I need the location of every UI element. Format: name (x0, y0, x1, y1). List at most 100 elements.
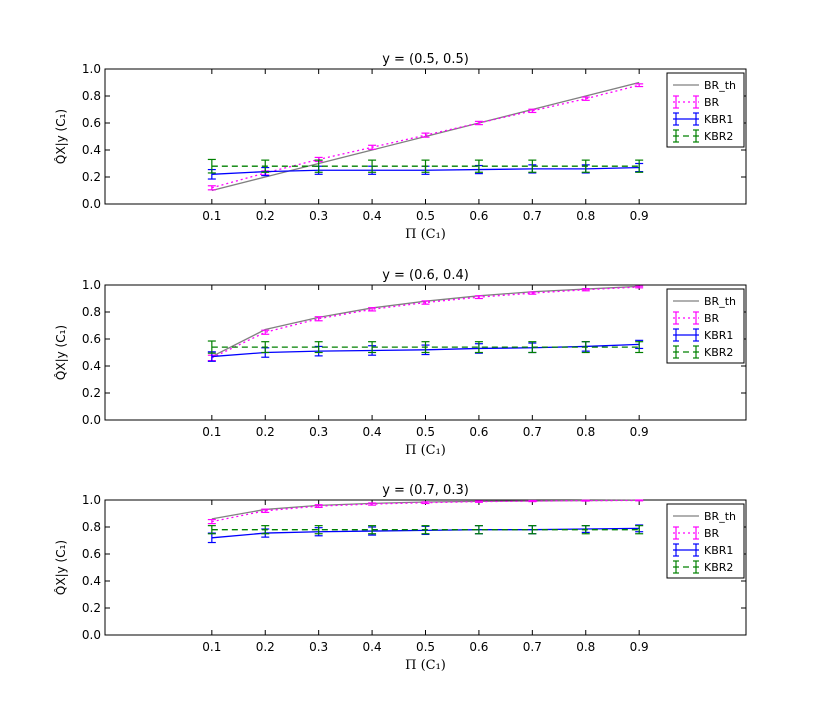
error-bar (207, 340, 216, 354)
x-tick-label: 0.3 (309, 640, 328, 654)
error-bar (635, 499, 644, 502)
chart-panel-2: y = (0.6, 0.4) 0.1 0.2 0.3 0.4 0.5 0.6 0.7 0.8 0.… (54, 268, 747, 458)
x-tick-label: 0.1 (202, 209, 221, 223)
error-bar (421, 525, 430, 535)
legend-entry: BR (673, 95, 720, 109)
y-tick-label: 1.0 (82, 493, 101, 507)
y-tick-label: 0.8 (82, 520, 101, 534)
x-tick-label: 0.9 (630, 640, 649, 654)
legend-label: BR_th (704, 295, 736, 308)
y-tick-label: 0.4 (82, 359, 101, 373)
y-tick-label: 0.2 (82, 601, 101, 615)
series-line (211, 286, 640, 359)
legend-label: BR (704, 96, 720, 109)
error-bar (581, 96, 590, 101)
error-bar (368, 341, 377, 354)
y-tick-label: 0.0 (82, 413, 101, 427)
legend-label: BR (704, 312, 720, 325)
error-bar (207, 525, 216, 535)
x-tick-label: 0.3 (309, 209, 328, 223)
legend-entry: BR_th (673, 295, 736, 308)
x-tick-label: 0.6 (469, 209, 488, 223)
error-bar (368, 159, 377, 173)
y-tick-label: 0.2 (82, 170, 101, 184)
error-bar (368, 307, 377, 312)
y-tick-label: 1.0 (82, 278, 101, 292)
error-bar (474, 341, 483, 354)
x-tick-label: 0.8 (576, 209, 595, 223)
x-tick-label: 0.4 (363, 425, 382, 439)
legend-label: KBR2 (704, 346, 733, 359)
chart-title: y = (0.7, 0.3) (382, 483, 469, 498)
error-bar (421, 132, 430, 138)
error-bar (635, 285, 644, 289)
error-bar (314, 159, 323, 173)
error-bar (207, 185, 216, 191)
error-bar (314, 316, 323, 322)
error-bar (261, 525, 270, 535)
x-tick-label: 0.5 (416, 640, 435, 654)
x-tick-label: 0.4 (363, 209, 382, 223)
error-bar (474, 295, 483, 300)
error-bar (635, 525, 644, 535)
error-bar (528, 341, 537, 354)
y-tick-label: 0.4 (82, 574, 101, 588)
y-tick-label: 0.0 (82, 628, 101, 642)
legend-entry: BR (673, 526, 720, 540)
x-tick-label: 0.7 (523, 640, 542, 654)
error-bar (635, 159, 644, 173)
x-axis-label: Π (C₁) (405, 443, 446, 458)
error-bar (368, 502, 377, 506)
x-axis-label: Π (C₁) (405, 227, 446, 242)
legend-entry: BR_th (673, 79, 736, 92)
error-bar (368, 144, 377, 150)
error-bar (581, 159, 590, 173)
x-tick-label: 0.2 (256, 209, 275, 223)
series-kbr2 (207, 340, 644, 354)
legend-label: KBR1 (704, 544, 733, 557)
legend-label: BR_th (704, 510, 736, 523)
error-bar (421, 341, 430, 354)
error-bar (421, 159, 430, 173)
legend-label: BR (704, 527, 720, 540)
error-bar (581, 499, 590, 502)
y-tick-label: 0.6 (82, 547, 101, 561)
error-bar (528, 159, 537, 173)
legend: BR_th BR KBR1 KBR2 (666, 72, 745, 148)
error-bar (261, 159, 270, 173)
y-tick-label: 0.8 (82, 305, 101, 319)
x-tick-label: 0.4 (363, 640, 382, 654)
x-tick-label: 0.8 (576, 640, 595, 654)
chart-title: y = (0.6, 0.4) (382, 268, 469, 283)
error-bar (474, 525, 483, 535)
error-bar (474, 500, 483, 503)
error-bar (474, 159, 483, 173)
x-tick-label: 0.9 (630, 209, 649, 223)
series-kbr2 (207, 525, 644, 535)
error-bar (528, 499, 537, 503)
x-tick-label: 0.1 (202, 425, 221, 439)
chart-panel-1: y = (0.5, 0.5) 0.1 0.2 0.3 0.4 0.5 0.6 0.7 0.8 0.… (54, 52, 747, 242)
legend-entry: KBR2 (673, 345, 733, 359)
y-tick-label: 0.0 (82, 197, 101, 211)
x-tick-label: 0.2 (256, 425, 275, 439)
y-axis-label: Q̂X|y (C₁) (54, 540, 68, 595)
legend-label: KBR1 (704, 113, 733, 126)
legend-entry: KBR1 (673, 112, 733, 126)
legend-label: KBR2 (704, 561, 733, 574)
error-bar (581, 288, 590, 292)
error-bar (528, 291, 537, 295)
x-axis-label: Π (C₁) (405, 658, 446, 673)
x-tick-label: 0.5 (416, 209, 435, 223)
legend-label: BR_th (704, 79, 736, 92)
x-tick-label: 0.2 (256, 640, 275, 654)
series-br (207, 499, 644, 525)
error-bar (314, 341, 323, 354)
series-br (207, 83, 644, 191)
plot-area (104, 499, 747, 636)
x-tick-label: 0.7 (523, 209, 542, 223)
error-bar (528, 525, 537, 535)
legend-entry: KBR2 (673, 129, 733, 143)
y-tick-label: 0.2 (82, 386, 101, 400)
legend-entry: KBR1 (673, 328, 733, 342)
